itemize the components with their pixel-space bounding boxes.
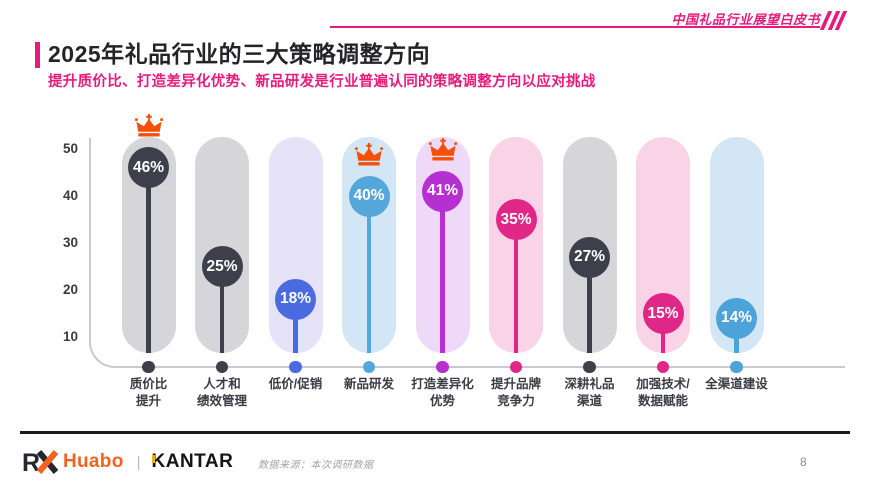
category-label: 深耕礼品 渠道 <box>564 377 615 408</box>
crown-icon <box>354 142 384 166</box>
category-label: 人才和 绩效管理 <box>196 377 247 408</box>
category-label: 全渠道建设 <box>705 377 768 391</box>
huabo-logo: Huabo <box>63 451 124 472</box>
y-axis-tick-label: 40 <box>62 188 78 203</box>
subtitle: 提升质价比、打造差异化优势、新品研发是行业普遍认同的策略调整方向以应对挑战 <box>48 74 596 90</box>
value-bubble: 40% <box>348 175 390 217</box>
axis-dot <box>509 360 523 374</box>
axis-dot <box>656 360 670 374</box>
axis-dot <box>142 360 155 374</box>
title-accent-bar <box>35 42 40 68</box>
axis-dot <box>215 360 229 374</box>
value-bubble: 27% <box>569 236 610 278</box>
y-axis-tick-label: 50 <box>62 141 78 156</box>
value-bubble: 41% <box>422 170 463 212</box>
svg-text:R: R <box>22 450 40 474</box>
crown-icon <box>134 114 164 137</box>
watermark-text: 中国礼品行业展望白皮书 <box>671 12 820 27</box>
kantar-logo: KANTAR <box>151 451 234 472</box>
value-bubble: 35% <box>495 199 537 240</box>
y-axis-tick-label: 10 <box>62 329 78 344</box>
lollipop-stem <box>219 266 225 353</box>
logo-separator: | <box>136 453 141 471</box>
header-rule <box>330 26 820 28</box>
chart-axes <box>89 138 845 368</box>
category-label: 新品研发 <box>343 377 394 391</box>
footer-rule <box>20 431 850 434</box>
kantar-accent <box>151 455 155 463</box>
category-label: 低价/促销 <box>268 377 323 391</box>
axis-dot <box>583 360 596 374</box>
category-label: 质价比 提升 <box>129 377 168 408</box>
category-label: 打造差异化 优势 <box>411 377 474 408</box>
lollipop-stem <box>366 196 372 353</box>
lollipop-stem <box>440 191 445 353</box>
value-bubble: 14% <box>716 297 757 339</box>
axis-dot <box>362 360 376 374</box>
y-axis-tick-label: 20 <box>62 282 78 297</box>
lollipop-stem <box>293 299 298 353</box>
category-label: 加强技术/数据赋能 <box>636 377 690 408</box>
category-label: 提升品牌 竞争力 <box>490 377 541 408</box>
value-bubble: 46% <box>128 147 169 189</box>
y-axis-tick-label: 30 <box>62 235 78 250</box>
lollipop-stem <box>587 257 592 353</box>
rx-logo-icon: R <box>22 450 59 474</box>
axis-dot <box>730 360 743 374</box>
page-number: 8 <box>800 455 807 469</box>
value-bubble: 15% <box>642 293 684 334</box>
footer-logos: R Huabo | KANTAR <box>22 450 233 474</box>
axis-dot <box>436 360 449 374</box>
axis-dot <box>289 360 302 374</box>
lollipop-stem <box>513 219 519 353</box>
data-source-note: 数据来源：本次调研数据 <box>258 460 374 471</box>
page-title: 2025年礼品行业的三大策略调整方向 <box>48 41 431 67</box>
crown-icon <box>428 137 458 161</box>
lollipop-stem <box>146 167 151 353</box>
value-bubble: 18% <box>275 278 316 320</box>
value-bubble: 25% <box>201 246 243 287</box>
